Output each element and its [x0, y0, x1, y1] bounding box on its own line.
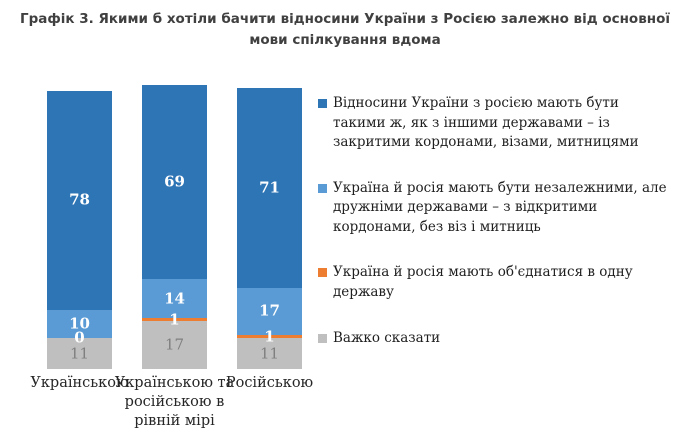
bar-value-label: 78 — [69, 190, 90, 209]
legend-label: Відносини України з росією мають бути та… — [333, 95, 639, 151]
bar-value-label: 14 — [164, 289, 185, 308]
bar-segment: 14 — [142, 279, 207, 319]
x-axis-label: Українською — [30, 375, 129, 391]
bar-value-label: 71 — [259, 178, 280, 197]
x-axis-label: Російською — [225, 375, 314, 391]
bar-segment: 11 — [237, 338, 302, 369]
legend-label: Важко сказати — [333, 329, 441, 346]
legend-marker — [318, 183, 327, 193]
bar-segment: 17 — [237, 287, 302, 336]
bar-segment: 69 — [142, 85, 207, 280]
legend-item: Важко сказати — [318, 329, 674, 349]
bar-value-label: 10 — [69, 314, 90, 333]
legend-marker — [318, 333, 327, 343]
bar-value-label: 0 — [74, 328, 85, 347]
bar-segment: 1 — [142, 312, 207, 327]
chart-title: Графік 3. Якими б хотіли бачити відносин… — [20, 11, 670, 48]
bar-segment: 11 — [47, 338, 112, 369]
bar-value-label: 17 — [259, 301, 280, 320]
bar-segment: 71 — [237, 88, 302, 288]
legend: Відносини України з росією мають бути та… — [318, 94, 674, 348]
legend-item: Україна й росія мають об'єднатися в одну… — [318, 263, 674, 302]
legend-label: Україна й росія мають бути незалежними, … — [333, 179, 667, 235]
bar-value-label: 1 — [264, 327, 275, 346]
bar-segment: 10 — [47, 310, 112, 339]
bar-value-label: 69 — [164, 172, 185, 191]
legend-label: Україна й росія мають об'єднатися в одну… — [333, 264, 633, 300]
bar-value-label: 17 — [164, 335, 185, 354]
legend-item: Відносини України з росією мають бути та… — [318, 94, 674, 153]
legend-marker — [318, 268, 327, 278]
bar: 78 10 0 11 — [47, 90, 112, 369]
bar-segment: 1 — [237, 329, 302, 344]
bar: 69 14 1 17 — [142, 85, 207, 369]
legend-marker — [318, 99, 327, 108]
bar: 71 17 1 11 — [237, 88, 302, 369]
bar-segment: 17 — [142, 321, 207, 369]
legend-item: Україна й росія мають бути незалежними, … — [318, 179, 674, 238]
bar-segment: 78 — [47, 90, 112, 310]
bar-value-label: 1 — [169, 310, 180, 329]
bar-value-label: 11 — [259, 344, 280, 363]
x-axis-label: Українською та російською в рівній мірі — [114, 375, 235, 429]
bar-value-label: 11 — [69, 344, 90, 363]
